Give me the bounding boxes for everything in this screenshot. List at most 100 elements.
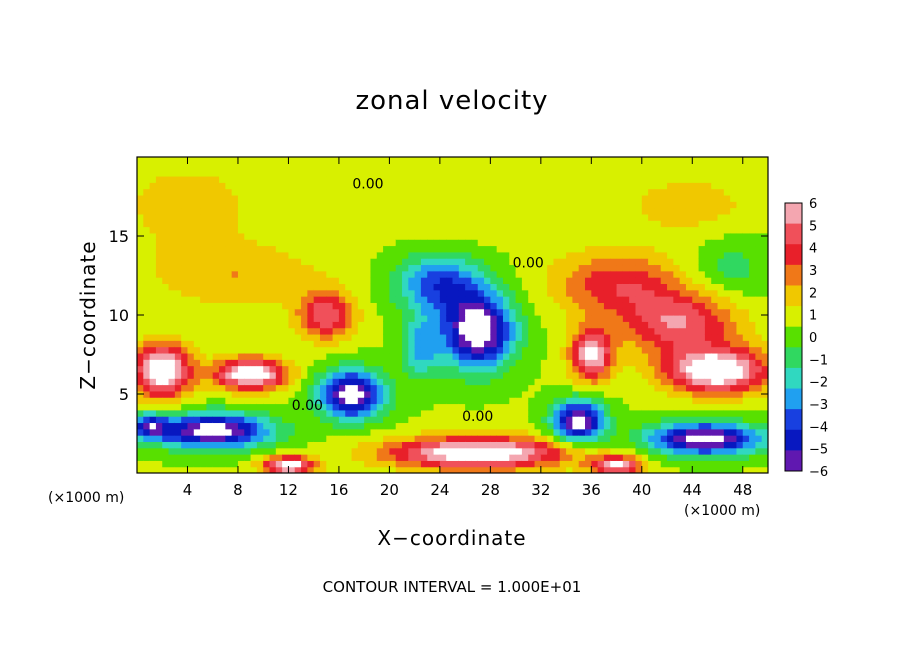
heatmap-cell (761, 397, 768, 405)
heatmap-cell (648, 441, 656, 449)
heatmap-cell (528, 435, 536, 442)
heatmap-cell (471, 175, 479, 183)
heatmap-cell (629, 264, 637, 272)
heatmap-cell (269, 157, 277, 164)
heatmap-cell (660, 447, 668, 455)
heatmap-cell (717, 213, 725, 221)
heatmap-cell (660, 435, 668, 442)
heatmap-cell (269, 416, 277, 424)
heatmap-cell (534, 157, 542, 164)
heatmap-cell (326, 378, 334, 386)
heatmap-cell (679, 441, 687, 449)
heatmap-cell (427, 333, 435, 341)
heatmap-cell (749, 182, 756, 190)
heatmap-cell (484, 384, 491, 392)
heatmap-cell (654, 466, 662, 473)
heatmap-cell (559, 163, 567, 171)
heatmap-cell (603, 428, 611, 436)
heatmap-cell (395, 460, 403, 468)
heatmap-cell (446, 327, 454, 335)
heatmap-cell (622, 226, 630, 234)
heatmap-cell (603, 277, 611, 284)
heatmap-cell (206, 296, 214, 303)
heatmap-cell (717, 321, 725, 329)
heatmap-cell (484, 258, 491, 266)
heatmap-cell (149, 460, 157, 468)
heatmap-cell (219, 270, 226, 278)
heatmap-cell (730, 365, 738, 373)
heatmap-cell (585, 447, 592, 455)
heatmap-cell (490, 346, 498, 354)
heatmap-cell (219, 283, 226, 291)
heatmap-cell (187, 182, 195, 190)
heatmap-cell (414, 251, 422, 259)
heatmap-cell (471, 340, 479, 348)
heatmap-cell (212, 390, 220, 398)
heatmap-cell (200, 435, 208, 442)
heatmap-cell (237, 371, 245, 379)
heatmap-cell (641, 315, 649, 322)
heatmap-cell (597, 175, 605, 183)
heatmap-cell (174, 251, 182, 259)
heatmap-cell (351, 384, 359, 392)
heatmap-cell (149, 232, 157, 240)
heatmap-cell (477, 435, 485, 442)
heatmap-cell (521, 416, 529, 424)
heatmap-cell (692, 163, 700, 171)
heatmap-cell (629, 454, 637, 461)
heatmap-cell (521, 296, 529, 303)
heatmap-cell (143, 239, 151, 247)
heatmap-cell (736, 251, 744, 259)
heatmap-cell (723, 226, 731, 234)
heatmap-cell (143, 403, 151, 411)
heatmap-cell (370, 454, 378, 461)
heatmap-cell (408, 201, 416, 209)
heatmap-cell (452, 403, 460, 411)
heatmap-cell (439, 157, 447, 164)
heatmap-cell (383, 245, 390, 253)
heatmap-cell (294, 264, 302, 272)
heatmap-cell (174, 245, 182, 253)
heatmap-cell (704, 239, 712, 247)
heatmap-cell (389, 201, 397, 209)
heatmap-cell (572, 163, 580, 171)
heatmap-cell (515, 270, 523, 278)
heatmap-cell (269, 352, 277, 360)
heatmap-cell (433, 163, 441, 171)
heatmap-cell (389, 226, 397, 234)
heatmap-cell (465, 340, 473, 348)
heatmap-cell (723, 321, 731, 329)
heatmap-cell (458, 397, 466, 405)
heatmap-cell (345, 308, 353, 316)
heatmap-cell (452, 460, 460, 468)
heatmap-cell (534, 175, 542, 183)
heatmap-cell (219, 460, 226, 468)
heatmap-cell (742, 315, 750, 322)
heatmap-cell (193, 251, 201, 259)
heatmap-cell (597, 277, 605, 284)
heatmap-cell (301, 466, 308, 473)
heatmap-cell (654, 422, 662, 430)
heatmap-cell (585, 163, 592, 171)
heatmap-cell (370, 384, 378, 392)
heatmap-cell (698, 245, 706, 253)
heatmap-cell (578, 283, 586, 291)
heatmap-cell (301, 258, 308, 266)
heatmap-cell (635, 466, 643, 473)
heatmap-cell (534, 435, 542, 442)
heatmap-cell (553, 194, 561, 202)
heatmap-cell (667, 289, 674, 297)
heatmap-cell (219, 327, 226, 335)
heatmap-cell (402, 346, 409, 354)
heatmap-cell (313, 226, 321, 234)
heatmap-cell (528, 441, 536, 449)
heatmap-cell (174, 327, 182, 335)
heatmap-cell (458, 258, 466, 266)
heatmap-cell (332, 264, 340, 272)
heatmap-cell (402, 207, 409, 215)
heatmap-cell (578, 460, 586, 468)
heatmap-cell (515, 264, 523, 272)
heatmap-cell (692, 213, 700, 221)
heatmap-cell (137, 270, 144, 278)
heatmap-cell (654, 346, 662, 354)
